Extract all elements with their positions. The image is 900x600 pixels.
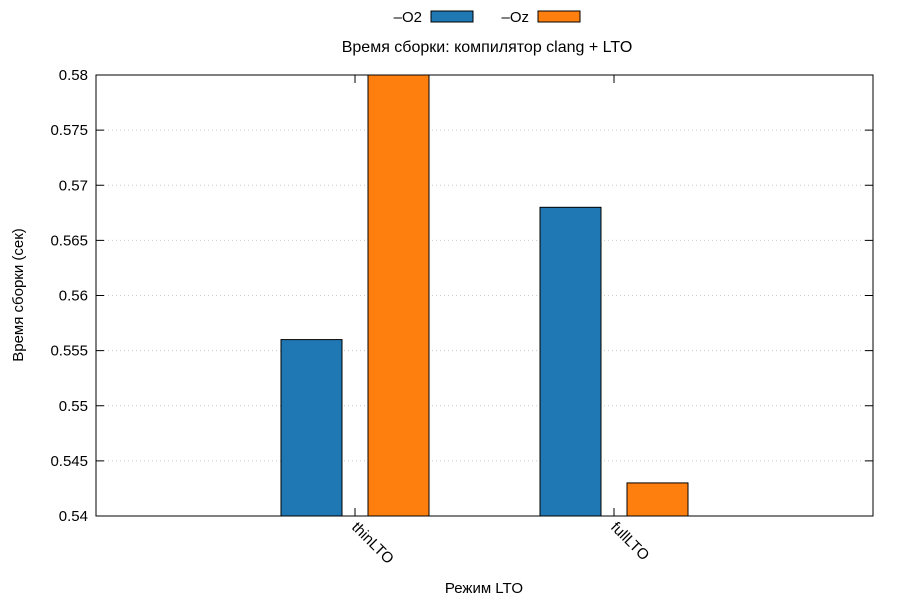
y-tick-label: 0.555 bbox=[50, 343, 88, 360]
bars bbox=[280, 74, 689, 517]
grid-lines bbox=[96, 129, 873, 462]
bar-thinLTO-Oz bbox=[367, 74, 430, 517]
legend-label: –Oz bbox=[501, 9, 529, 26]
legend-label: –O2 bbox=[394, 9, 422, 26]
bar-fullLTO-Oz bbox=[626, 482, 689, 517]
y-tick-label: 0.57 bbox=[59, 177, 88, 194]
legend-swatch bbox=[430, 10, 474, 23]
legend: –O2 –Oz bbox=[394, 9, 581, 26]
y-tick-label: 0.575 bbox=[50, 122, 88, 139]
y-tick-label: 0.545 bbox=[50, 453, 88, 470]
y-tick-label: 0.56 bbox=[59, 288, 88, 305]
bar-fullLTO-O2 bbox=[539, 206, 602, 517]
y-tick-label: 0.565 bbox=[50, 232, 88, 249]
legend-swatch bbox=[537, 10, 581, 23]
bar-thinLTO-O2 bbox=[280, 339, 343, 517]
y-axis-title: Время сборки (сек) bbox=[10, 228, 27, 362]
y-axis: 0.54 0.545 0.55 0.555 0.56 0.565 0.57 0.575 0.58 bbox=[50, 67, 873, 525]
x-tick-label: fullLTO bbox=[607, 519, 652, 564]
y-tick-label: 0.54 bbox=[59, 508, 88, 525]
y-tick-label: 0.55 bbox=[59, 398, 88, 415]
x-tick-label: thinLTO bbox=[348, 519, 397, 568]
x-axis-title: Режим LTO bbox=[445, 580, 523, 597]
chart-title: Время сборки: компилятор clang + LTO bbox=[342, 39, 633, 56]
y-tick-label: 0.58 bbox=[59, 67, 88, 84]
